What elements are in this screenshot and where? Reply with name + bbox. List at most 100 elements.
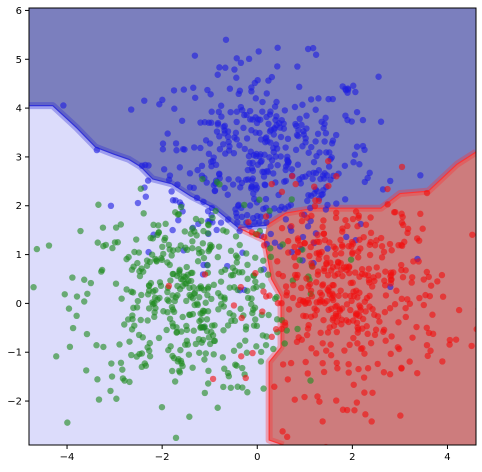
point-red	[339, 228, 346, 235]
point-green	[134, 259, 141, 267]
point-blue	[174, 181, 181, 188]
point-green	[236, 342, 243, 349]
point-green	[107, 387, 114, 395]
point-blue	[305, 191, 312, 199]
boundary-blue-red-line	[266, 151, 476, 226]
point-red	[398, 219, 406, 226]
point-red	[242, 374, 249, 382]
point-blue	[353, 143, 361, 150]
point-blue	[169, 226, 176, 234]
point-blue	[176, 164, 184, 171]
point-green	[64, 419, 71, 426]
point-green	[155, 334, 163, 342]
y-axis: −2 −1 0 1 2 3 4 5 6	[7, 6, 29, 408]
point-red	[321, 265, 328, 272]
point-green	[169, 292, 176, 299]
point-red	[402, 304, 409, 312]
point-green	[135, 249, 143, 256]
point-red	[408, 279, 415, 286]
point-green	[227, 384, 235, 391]
point-red	[315, 249, 323, 256]
point-red	[362, 308, 369, 315]
point-red	[324, 157, 332, 165]
point-green	[137, 185, 145, 192]
point-green	[123, 286, 130, 293]
point-blue	[226, 143, 233, 150]
point-blue	[255, 48, 262, 55]
point-green	[202, 299, 209, 306]
point-blue	[293, 131, 301, 139]
y-tick-label: 0	[16, 299, 22, 310]
point-green	[260, 257, 267, 264]
point-green	[283, 327, 290, 334]
point-red	[291, 243, 298, 251]
x-tick-label: −4	[60, 452, 75, 463]
point-blue	[291, 103, 299, 111]
point-red	[252, 269, 259, 277]
point-blue	[142, 193, 150, 200]
point-green	[244, 389, 251, 396]
point-blue	[271, 126, 278, 133]
point-green	[244, 294, 252, 302]
point-blue	[211, 187, 219, 194]
point-green	[209, 214, 216, 221]
point-red	[348, 297, 355, 305]
point-red	[382, 268, 389, 275]
y-tick-label: 3	[16, 152, 22, 163]
point-red	[378, 254, 386, 261]
point-red	[298, 336, 306, 343]
point-green	[171, 297, 178, 305]
point-red	[304, 370, 311, 377]
point-blue	[299, 233, 307, 241]
point-green	[260, 385, 267, 392]
point-red	[268, 333, 275, 341]
point-blue	[181, 146, 188, 153]
point-green	[198, 316, 205, 323]
point-blue	[288, 166, 296, 173]
point-blue	[333, 200, 340, 207]
point-green	[144, 291, 152, 298]
point-blue	[224, 191, 231, 198]
point-red	[371, 331, 379, 339]
point-green	[214, 404, 221, 411]
point-red	[369, 283, 376, 290]
point-blue	[224, 133, 232, 141]
point-blue	[287, 201, 295, 209]
point-red	[343, 406, 351, 414]
point-red	[268, 180, 275, 188]
point-blue	[260, 205, 267, 213]
point-red	[333, 173, 340, 180]
point-blue	[292, 146, 300, 154]
point-red	[311, 312, 319, 319]
point-red	[346, 341, 353, 348]
point-blue	[204, 86, 211, 94]
point-blue	[159, 140, 167, 147]
point-red	[328, 305, 335, 312]
point-green	[123, 255, 130, 263]
point-green	[252, 254, 259, 261]
point-red	[330, 243, 337, 250]
point-red	[331, 272, 338, 279]
point-green	[211, 337, 219, 345]
point-green	[210, 351, 217, 358]
point-red	[314, 231, 321, 239]
point-red	[326, 324, 333, 331]
point-blue	[307, 96, 315, 103]
point-green	[177, 357, 185, 365]
point-red	[427, 282, 435, 289]
point-red	[364, 365, 372, 372]
point-red	[314, 271, 322, 278]
point-green	[205, 367, 212, 375]
point-green	[30, 283, 37, 291]
point-red	[386, 371, 394, 378]
point-green	[108, 373, 116, 380]
point-red	[416, 294, 423, 302]
point-red	[315, 197, 322, 205]
point-blue	[304, 197, 311, 204]
point-red	[342, 292, 349, 299]
point-blue	[244, 166, 252, 174]
point-green	[220, 327, 227, 334]
point-red	[323, 297, 331, 305]
plot-frame	[28, 7, 477, 446]
point-green	[109, 244, 116, 252]
